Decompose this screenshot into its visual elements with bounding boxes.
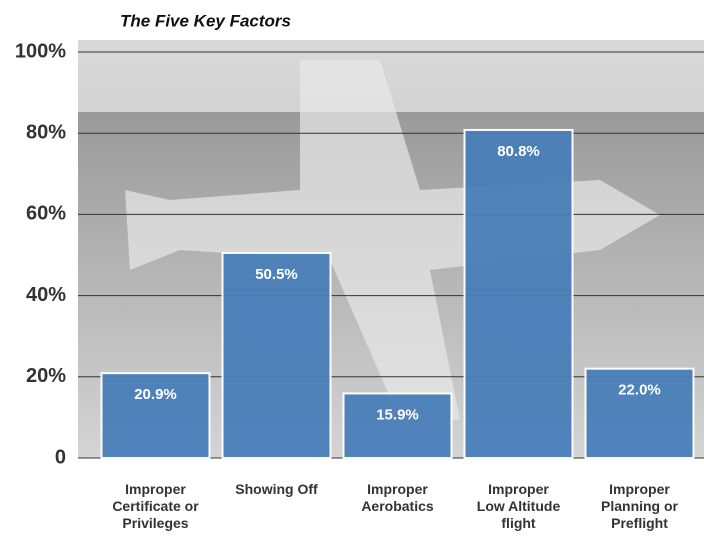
- bar-value-label: 50.5%: [255, 266, 298, 283]
- x-tick-label: Improper Low Altitude flight: [454, 481, 584, 532]
- y-tick-label: 0: [55, 446, 66, 468]
- bar: [344, 393, 452, 458]
- y-tick-label: 20%: [26, 365, 66, 387]
- x-tick-label: Improper Aerobatics: [333, 481, 463, 515]
- bar-value-label: 80.8%: [497, 143, 540, 160]
- x-tick-label: Improper Certificate or Privileges: [91, 481, 221, 532]
- bar: [223, 253, 331, 458]
- y-tick-label: 40%: [26, 284, 66, 306]
- chart: The Five Key Factors 0 20% 40% 60% 80% 100% 20…: [0, 0, 704, 539]
- bar-value-label: 15.9%: [376, 406, 419, 423]
- bar-value-label: 22.0%: [618, 382, 661, 399]
- bar: [465, 130, 573, 458]
- chart-title: The Five Key Factors: [120, 11, 291, 30]
- x-tick-label: Improper Planning or Preflight: [575, 481, 704, 532]
- y-tick-label: 80%: [26, 121, 66, 143]
- x-tick-label: Showing Off: [212, 481, 342, 498]
- bar-value-label: 20.9%: [134, 386, 177, 403]
- y-tick-label: 60%: [26, 203, 66, 225]
- page: The Five Key Factors 0 20% 40% 60% 80% 100% 20…: [0, 0, 704, 539]
- y-tick-label: 100%: [15, 40, 66, 62]
